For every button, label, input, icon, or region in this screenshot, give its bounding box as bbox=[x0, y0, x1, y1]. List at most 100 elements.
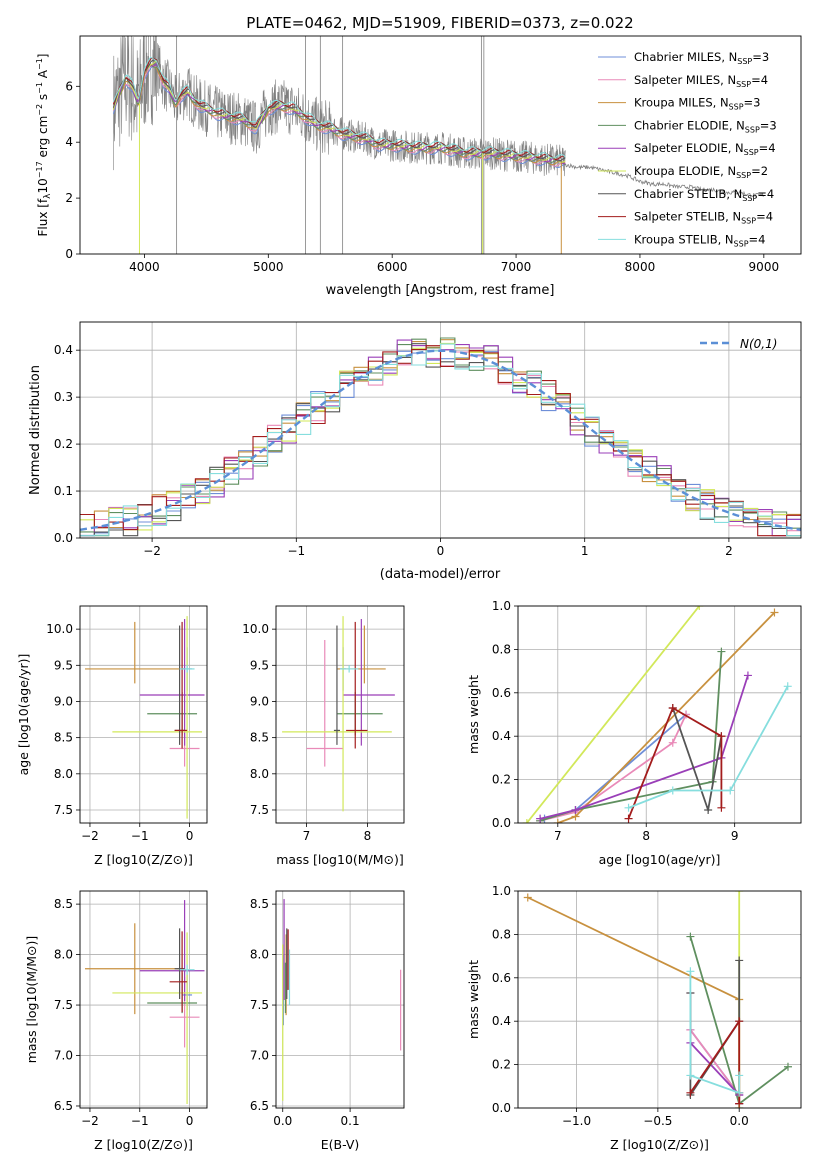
mass-weight-marker bbox=[668, 703, 677, 712]
mass_weight_vs_age-plot bbox=[522, 606, 792, 823]
y-tick-label: 9.0 bbox=[54, 694, 73, 708]
y-tick-label: 0.3 bbox=[54, 390, 73, 404]
mass-weight-marker bbox=[686, 1071, 695, 1080]
age_vs_mass-axes: 7 8 7.5 8.0 8.5 9.0 9.5 10.0 bbox=[242, 605, 405, 843]
residual-plot bbox=[80, 337, 801, 537]
y-tick-label: 0.0 bbox=[492, 1101, 511, 1115]
mass-weight-marker bbox=[735, 1088, 744, 1097]
mass-weight-line bbox=[526, 606, 701, 823]
x-tick-label: 0 bbox=[186, 1114, 194, 1128]
mass-weight-marker bbox=[717, 732, 726, 741]
mass-weight-line bbox=[627, 706, 723, 820]
age_vs_Z-axes: −2 −1 0 7.5 8.0 8.5 9.0 9.5 10.0 bbox=[46, 605, 208, 843]
x-tick-label: 2 bbox=[725, 544, 733, 558]
mass-weight-marker bbox=[735, 1017, 744, 1026]
y-tick-label: 8.0 bbox=[54, 767, 73, 781]
mass_weight_vs_age-xlabel: age [log10(age/yr)] bbox=[599, 852, 721, 867]
x-tick-label: 0.0 bbox=[730, 1114, 749, 1128]
y-tick-label: 6.5 bbox=[54, 1099, 73, 1113]
x-tick-label: 8 bbox=[642, 829, 650, 843]
x-tick-label: 9000 bbox=[749, 260, 780, 274]
mass_weight_vs_age-axes: 7 8 9 0.0 0.2 0.4 0.6 0.8 1.0 bbox=[492, 599, 802, 843]
legend-entry: Chabrier MILES, NSSP=3 bbox=[634, 50, 769, 66]
mass-weight-marker bbox=[668, 738, 677, 747]
mass-weight-line bbox=[628, 685, 789, 809]
legend-entry: Kroupa STELIB, NSSP=4 bbox=[634, 232, 765, 248]
mass-weight-line bbox=[527, 896, 741, 1104]
x-tick-label: −2 bbox=[143, 544, 161, 558]
x-tick-label: 6000 bbox=[377, 260, 408, 274]
mass_vs_EBV-xlabel: E(B-V) bbox=[321, 1137, 360, 1152]
mass-weight-marker bbox=[668, 786, 677, 795]
y-tick-label: 2 bbox=[65, 191, 73, 205]
mass-weight-marker bbox=[735, 891, 744, 895]
x-tick-label: 7000 bbox=[501, 260, 532, 274]
x-tick-label: 8 bbox=[364, 829, 372, 843]
x-tick-label: 0.1 bbox=[341, 1114, 360, 1128]
mass-weight-marker bbox=[735, 1099, 744, 1108]
axes-frame bbox=[79, 605, 208, 824]
mass-weight-line bbox=[689, 971, 741, 1095]
residual-histogram bbox=[80, 345, 801, 537]
mass_vs_Z-ylabel: mass [log10(M/M⊙)] bbox=[24, 936, 39, 1064]
y-tick-label: 0.1 bbox=[54, 484, 73, 498]
mass_vs_Z-plot bbox=[84, 900, 205, 1104]
mass-weight-marker bbox=[735, 1071, 744, 1080]
age_vs_Z-xlabel: Z [log10(Z/Z⊙)] bbox=[94, 852, 193, 867]
y-tick-label: 0.2 bbox=[492, 773, 511, 787]
y-tick-label: 1.0 bbox=[492, 599, 511, 613]
y-tick-label: 10.0 bbox=[46, 622, 73, 636]
x-tick-label: −1 bbox=[131, 829, 149, 843]
y-tick-label: 7.5 bbox=[250, 803, 269, 817]
axes-frame bbox=[275, 605, 405, 824]
y-tick-label: 9.5 bbox=[250, 658, 269, 672]
y-tick-label: 6.5 bbox=[250, 1099, 269, 1113]
mass-weight-marker bbox=[536, 814, 545, 823]
observed-spectrum-tail bbox=[565, 163, 764, 199]
spectrum-ylabel: Flux [fλ10−17 erg cm−2 s−1 A−1] bbox=[35, 54, 53, 237]
gaussian-curve bbox=[80, 349, 801, 531]
y-tick-label: 8.0 bbox=[250, 767, 269, 781]
spectrum-axes: 4000 5000 6000 7000 8000 9000 0 2 4 6 bbox=[65, 35, 802, 274]
y-tick-label: 8.0 bbox=[54, 948, 73, 962]
y-tick-label: 7.5 bbox=[54, 998, 73, 1012]
mass_vs_EBV-plot bbox=[282, 899, 402, 1101]
residual-ylabel: Normed distribution bbox=[28, 365, 43, 495]
legend-entry: Salpeter ELODIE, NSSP=4 bbox=[634, 141, 776, 157]
residual-histogram bbox=[80, 343, 801, 537]
spectrum-xlabel: wavelength [Angstrom, rest frame] bbox=[326, 283, 555, 298]
axes-frame bbox=[275, 890, 405, 1109]
y-tick-label: 1.0 bbox=[492, 884, 511, 898]
x-tick-label: 4000 bbox=[129, 260, 160, 274]
x-tick-label: −2 bbox=[81, 829, 99, 843]
x-tick-label: 8000 bbox=[625, 260, 656, 274]
mass-weight-marker bbox=[686, 932, 695, 941]
x-tick-label: 7 bbox=[554, 829, 562, 843]
y-tick-label: 7.0 bbox=[54, 1049, 73, 1063]
x-tick-label: 7 bbox=[303, 829, 311, 843]
model-spectrum bbox=[112, 56, 566, 159]
y-tick-label: 0.4 bbox=[54, 343, 73, 357]
y-tick-label: 10.0 bbox=[242, 622, 269, 636]
mass_vs_Z-xlabel: Z [log10(Z/Z⊙)] bbox=[94, 1137, 193, 1152]
x-tick-label: −2 bbox=[81, 1114, 99, 1128]
gaussian-legend-label: N(0,1) bbox=[740, 337, 777, 351]
mass-weight-marker bbox=[624, 803, 633, 812]
mass-weight-marker bbox=[571, 805, 580, 814]
axes-frame bbox=[79, 35, 802, 255]
y-tick-label: 7.5 bbox=[54, 803, 73, 817]
mass_weight_vs_Z-axes: −1.0 −0.5 0.0 0.0 0.2 0.4 0.6 0.8 1.0 bbox=[492, 884, 802, 1128]
mass-weight-marker bbox=[704, 805, 713, 814]
legend-entry: Kroupa ELODIE, NSSP=2 bbox=[634, 164, 768, 180]
mass_weight_vs_Z-plot bbox=[523, 891, 792, 1108]
mass-weight-marker bbox=[770, 608, 779, 617]
y-tick-label: 8.5 bbox=[250, 897, 269, 911]
mass-weight-marker bbox=[783, 1062, 792, 1071]
age_vs_mass-plot bbox=[282, 616, 395, 812]
mass-weight-line bbox=[539, 651, 723, 822]
mass-weight-marker bbox=[726, 786, 735, 795]
mass-weight-marker bbox=[717, 803, 726, 812]
mass-weight-marker bbox=[717, 647, 726, 656]
observed-spectrum bbox=[113, 36, 566, 177]
